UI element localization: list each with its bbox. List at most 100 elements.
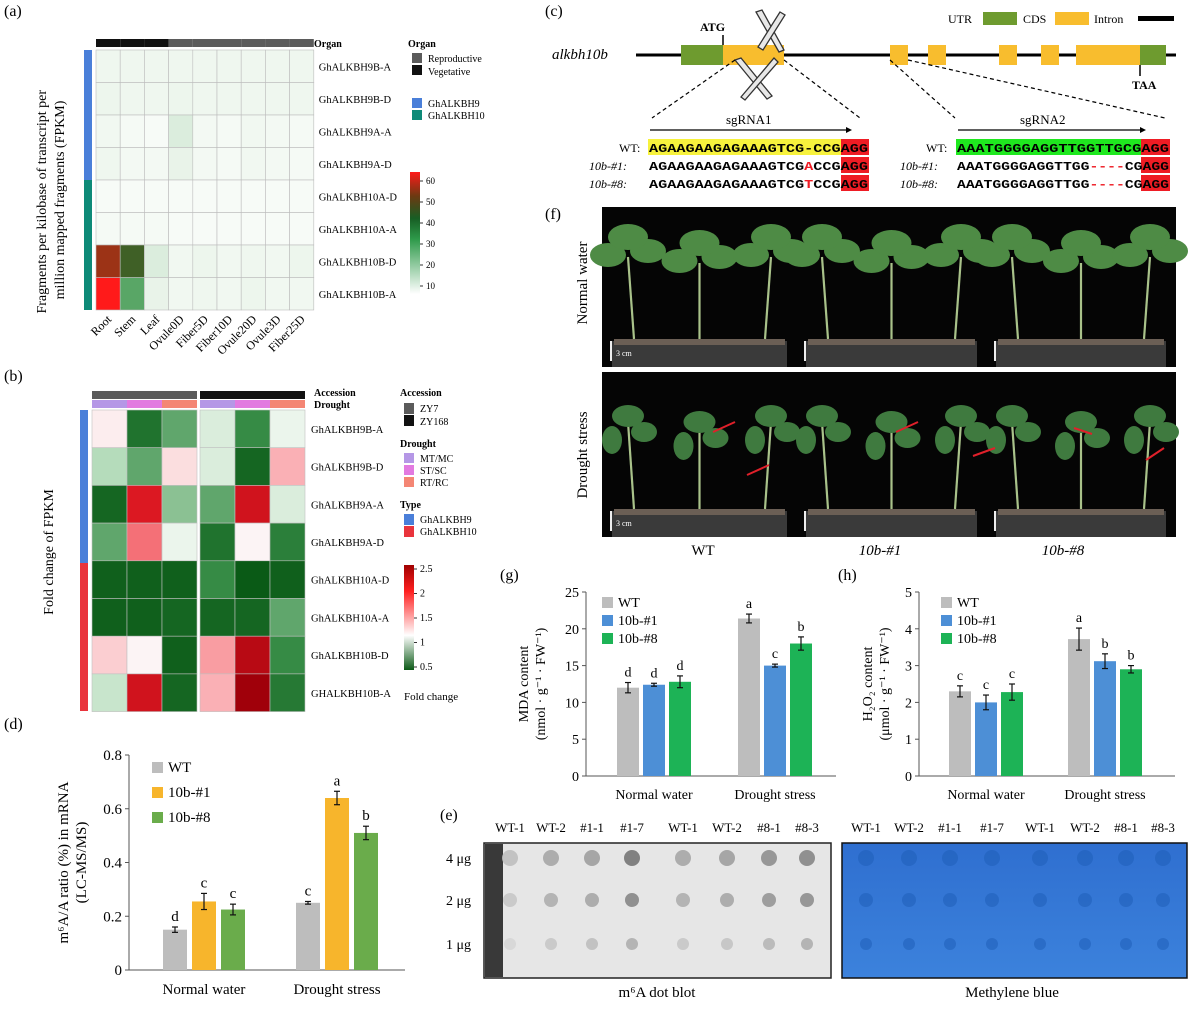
- leaf: [853, 249, 890, 273]
- significance-letter: d: [625, 666, 632, 681]
- heatmap-cell: [192, 147, 218, 181]
- panel-c-sg2-8-a: AAATGGGGAGGTTGG: [957, 179, 1090, 192]
- y-tick-label: 25: [565, 586, 579, 601]
- leaf: [755, 405, 787, 427]
- heatmap-cell: [119, 179, 145, 213]
- dot-blot-spot: [677, 938, 689, 950]
- heatmap-cell: [168, 82, 194, 116]
- heatmap-cell: [95, 212, 121, 246]
- wilting-arrow: [1073, 427, 1093, 435]
- leaf: [590, 243, 626, 267]
- heatmap-cell: [161, 635, 198, 675]
- panel-c-sg2-1-a: AAATGGGGAGGTTGG: [957, 161, 1090, 174]
- stem: [1010, 256, 1020, 340]
- panel-c-utr3: [1140, 45, 1166, 65]
- panel-b-colorbar-ticks: 2.5 2 1.5 1 0.5: [414, 564, 433, 673]
- methylene-column-label: WT-2: [1070, 820, 1100, 835]
- heatmap-cell: [240, 212, 266, 246]
- legend-label: WT: [168, 760, 191, 776]
- leaf: [1043, 249, 1079, 273]
- heatmap-cell: [95, 277, 121, 311]
- heatmap-column-label: Stem: [111, 312, 139, 340]
- heatmap-cell: [269, 598, 306, 637]
- panel-a-legend-reproductive: Reproductive: [428, 54, 482, 65]
- significance-letter: a: [746, 597, 753, 612]
- y-tick-label: 15: [565, 660, 579, 675]
- heatmap-cell: [265, 114, 290, 148]
- panel-c-zoom-left-2: [783, 59, 861, 119]
- heatmap-cell: [289, 147, 315, 181]
- legend-label: 10b-#1: [618, 614, 658, 629]
- heatmap-cell: [265, 179, 290, 213]
- panel-b-legend-zy7: ZY7: [420, 404, 438, 415]
- panel-c-sg2-1-pam: AGG: [1142, 161, 1169, 174]
- panel-a-legend-alkbh9-swatch: [412, 98, 422, 108]
- panel-a-organ-header: Organ: [314, 39, 342, 50]
- heatmap-cell: [289, 49, 315, 83]
- panel-a-column-labels: RootStemLeafOvule0DFiber5DFiber10DOvule2…: [88, 312, 308, 358]
- bar-10b1: [192, 901, 216, 970]
- y-tick-label: 0.4: [103, 856, 122, 872]
- heatmap-cell: [289, 114, 315, 148]
- leaf: [1134, 405, 1166, 427]
- heatmap-cell: [126, 485, 163, 524]
- organ-cell: [241, 39, 266, 47]
- panel-c-sg2-1-del: ----: [1089, 161, 1124, 174]
- colorbar-tick-label: 50: [426, 197, 436, 207]
- panel-f-row-label-normal: Normal water: [575, 242, 591, 325]
- panel-b-legend-zy168: ZY168: [420, 417, 448, 428]
- leaf: [602, 426, 622, 454]
- legend-label: 10b-#1: [168, 785, 211, 801]
- panel-b-heatmap: [91, 409, 306, 712]
- soil: [614, 339, 785, 345]
- panel-c-sg1-pam-highlight-1: [841, 157, 869, 173]
- heatmap-cell: [240, 82, 266, 116]
- y-tick-label: 20: [565, 623, 579, 638]
- panel-b-annotation-bars: [92, 391, 305, 408]
- stem: [1142, 421, 1152, 510]
- panel-label-e: (e): [440, 807, 458, 824]
- dot-blot-spot: [720, 893, 734, 907]
- y-tick-label: 0.2: [103, 909, 122, 925]
- wilting-arrow: [746, 464, 770, 476]
- methylene-spot: [1120, 938, 1132, 950]
- wilting-arrow: [712, 421, 736, 433]
- heatmap-cell: [199, 598, 236, 637]
- heatmap-column-label: Root: [88, 312, 115, 339]
- leaf: [875, 411, 908, 433]
- panel-a-ylabel-line2: million mapped fragments (FPKM): [53, 100, 68, 299]
- methylene-column-label: WT-1: [1025, 820, 1055, 835]
- drought-cell: [127, 400, 162, 408]
- panel-c-sg1-wt-seq: AGAAGAAGAGAAAGTCG-CCG AGG: [649, 143, 868, 156]
- panel-b: Fold change of FPKM Accession Drought Gh…: [42, 388, 477, 712]
- legend-swatch: [941, 633, 952, 644]
- panel-c-legend-cds: CDS: [1023, 12, 1046, 26]
- y-axis-title-line2: (μmol · g⁻¹ · FW⁻¹): [878, 627, 893, 740]
- methylene-column-label: #8-1: [1114, 820, 1138, 835]
- methylene-spot: [1118, 850, 1134, 866]
- panel-c-sg1-1-a: AGAAGAAGAGAAAGTCG: [649, 161, 804, 174]
- panel-f-col-label-wt: WT: [691, 543, 714, 559]
- methylene-spot: [860, 938, 872, 950]
- heatmap-cell: [265, 244, 290, 278]
- panel-c-sg1-wt-highlight: [648, 139, 841, 155]
- significance-letter: b: [362, 808, 370, 824]
- heatmap-row-label: GhALKBH9B-A: [311, 425, 384, 436]
- heatmap-cell: [192, 244, 218, 278]
- panel-c-sgrna1-arrowhead: [846, 127, 852, 133]
- panel-c-sg1-pam-highlight-8: [841, 175, 869, 191]
- organ-cell: [217, 39, 242, 47]
- x-category-label: Drought stress: [293, 982, 380, 998]
- methylene-column-label: WT-1: [851, 820, 881, 835]
- heatmap-cell: [168, 212, 194, 246]
- leaf: [1015, 422, 1041, 442]
- heatmap-cell: [168, 49, 194, 83]
- stem: [626, 256, 636, 340]
- stem: [953, 421, 963, 510]
- pot-tray: [612, 341, 787, 367]
- bar-10b8: [354, 832, 378, 970]
- panel-c-utr5: [681, 45, 723, 65]
- wilting-arrow: [895, 421, 919, 433]
- leaf: [1112, 243, 1148, 267]
- leaf: [745, 426, 765, 454]
